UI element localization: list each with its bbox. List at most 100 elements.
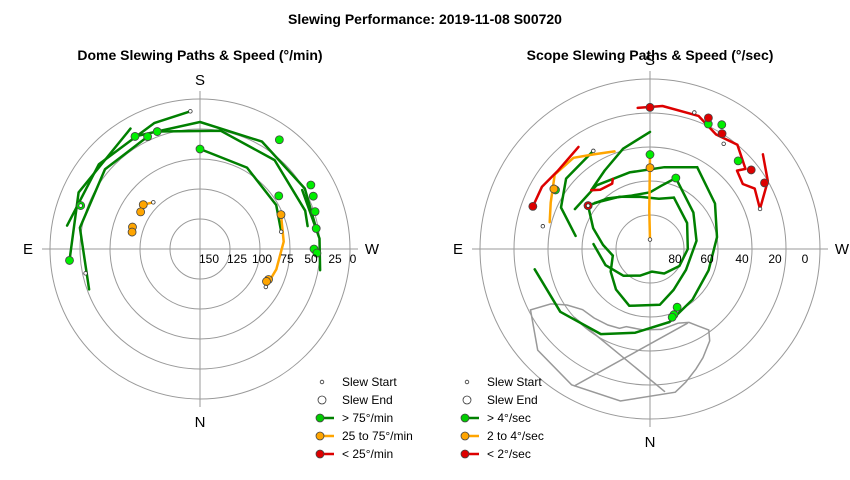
slew-start-marker	[188, 109, 193, 114]
slew-path-fast	[586, 204, 615, 257]
legend-end-symbol	[317, 395, 327, 405]
legend-label: < 25°/min	[342, 447, 393, 461]
slew-start-marker	[591, 148, 596, 154]
legend-start-symbol	[319, 379, 325, 385]
direction-label-left: E	[23, 241, 33, 258]
slew-start-marker	[83, 271, 88, 276]
radial-tick-label: 60	[700, 252, 714, 266]
legend-marker-symbol	[315, 413, 325, 423]
slew-path-medium	[648, 153, 652, 241]
slew-start-marker	[151, 200, 156, 205]
legend-label: Slew End	[487, 393, 538, 407]
radial-tick-label: 100	[252, 252, 272, 266]
radial-tick-label: 40	[735, 252, 749, 266]
slew-end-marker	[549, 184, 559, 194]
legend-label: > 4°/sec	[487, 411, 531, 425]
legend-label: Slew Start	[487, 375, 542, 389]
limit-line-2	[573, 316, 666, 393]
dome-polar-chart: Dome Slewing Paths & Speed (°/min) S N E W 15…	[23, 47, 413, 461]
legend-label: 2 to 4°/sec	[487, 429, 544, 443]
slew-end-marker	[717, 129, 727, 139]
slew-end-marker	[311, 224, 321, 233]
radial-tick-label: 80	[668, 252, 682, 266]
slew-path-fast	[593, 195, 676, 205]
legend-label: Slew Start	[342, 375, 397, 389]
direction-label-right: W	[835, 241, 850, 258]
direction-label-top: S	[645, 52, 655, 69]
slew-path-fast	[300, 188, 322, 272]
legend-label: < 2°/sec	[487, 447, 531, 461]
limit-line-1	[573, 322, 689, 387]
chart-title: Dome Slewing Paths & Speed (°/min)	[77, 47, 322, 63]
slew-end-marker	[195, 144, 205, 154]
slew-path-slow	[636, 104, 770, 211]
slew-end-marker	[667, 312, 677, 322]
slew-path-fast	[133, 120, 318, 230]
slew-end-marker	[306, 180, 316, 190]
slew-end-marker	[717, 120, 727, 130]
legend-end-symbol	[462, 395, 472, 405]
slew-path-fast	[573, 165, 699, 211]
slew-path-fast	[559, 149, 595, 238]
slew-end-marker	[760, 178, 769, 188]
radial-tick-label: 50	[304, 252, 318, 266]
slew-start-marker	[721, 141, 726, 146]
legend-marker-symbol	[460, 431, 470, 441]
radial-tick-label: 20	[768, 252, 782, 266]
radial-tick-label: 75	[280, 252, 294, 266]
slew-path-fast	[592, 196, 690, 277]
slew-end-marker	[276, 210, 286, 220]
slew-end-marker	[274, 135, 284, 145]
direction-label-top: S	[195, 72, 205, 89]
legend-label: 25 to 75°/min	[342, 429, 413, 443]
slew-end-marker	[65, 256, 74, 265]
slew-end-marker	[130, 132, 140, 141]
slew-start-marker	[78, 203, 83, 208]
slew-end-marker	[645, 102, 655, 112]
slew-end-marker	[152, 127, 162, 136]
slew-path-fast	[65, 110, 192, 227]
slew-path-fast	[78, 135, 149, 291]
slew-start-marker	[692, 110, 697, 115]
direction-label-bottom: N	[645, 434, 656, 451]
radial-tick-label: 125	[227, 252, 247, 266]
slew-end-marker	[528, 201, 538, 211]
slew-end-marker	[143, 132, 152, 142]
slew-end-marker	[645, 150, 655, 159]
slew-start-marker	[757, 206, 763, 212]
radial-tick-label: 0	[802, 252, 809, 266]
slew-path-slow	[589, 177, 615, 192]
legend-label: Slew End	[342, 393, 393, 407]
legend-marker-symbol	[460, 449, 470, 459]
chart-title: Scope Slewing Paths & Speed (°/sec)	[527, 47, 774, 63]
slew-path-fast	[155, 129, 309, 228]
slew-end-marker	[136, 207, 146, 217]
limit-outline	[529, 303, 711, 402]
legend-marker-symbol	[315, 431, 325, 441]
slew-end-marker	[310, 207, 320, 217]
slew-end-marker	[672, 302, 682, 312]
slew-path-fast	[589, 130, 652, 192]
slew-start-marker	[647, 237, 653, 242]
legend: Slew Start Slew End > 4°/sec 2 to 4°/sec < 2…	[460, 375, 544, 461]
direction-label-left: E	[453, 241, 463, 258]
slew-end-marker	[645, 163, 655, 173]
slew-end-marker	[703, 113, 713, 123]
radial-tick-label: 0	[350, 252, 357, 266]
slew-start-marker	[585, 203, 591, 208]
slew-path-slow	[531, 145, 580, 208]
slew-end-marker	[262, 277, 271, 286]
slew-path-fast	[533, 165, 719, 336]
slew-path-medium	[548, 150, 616, 224]
slew-start-marker	[263, 284, 269, 290]
slew-end-marker	[671, 173, 681, 183]
slew-start-marker	[540, 224, 546, 229]
direction-label-bottom: N	[195, 414, 206, 431]
slew-end-marker	[138, 200, 148, 210]
slew-end-marker	[312, 248, 322, 258]
radial-tick-label: 150	[199, 252, 219, 266]
slew-path-fast	[609, 176, 698, 308]
legend: Slew Start Slew End > 75°/min 25 to 75°/min…	[315, 375, 413, 461]
scope-polar-chart: Scope Slewing Paths & Speed (°/sec)S N E W 8…	[453, 47, 850, 461]
